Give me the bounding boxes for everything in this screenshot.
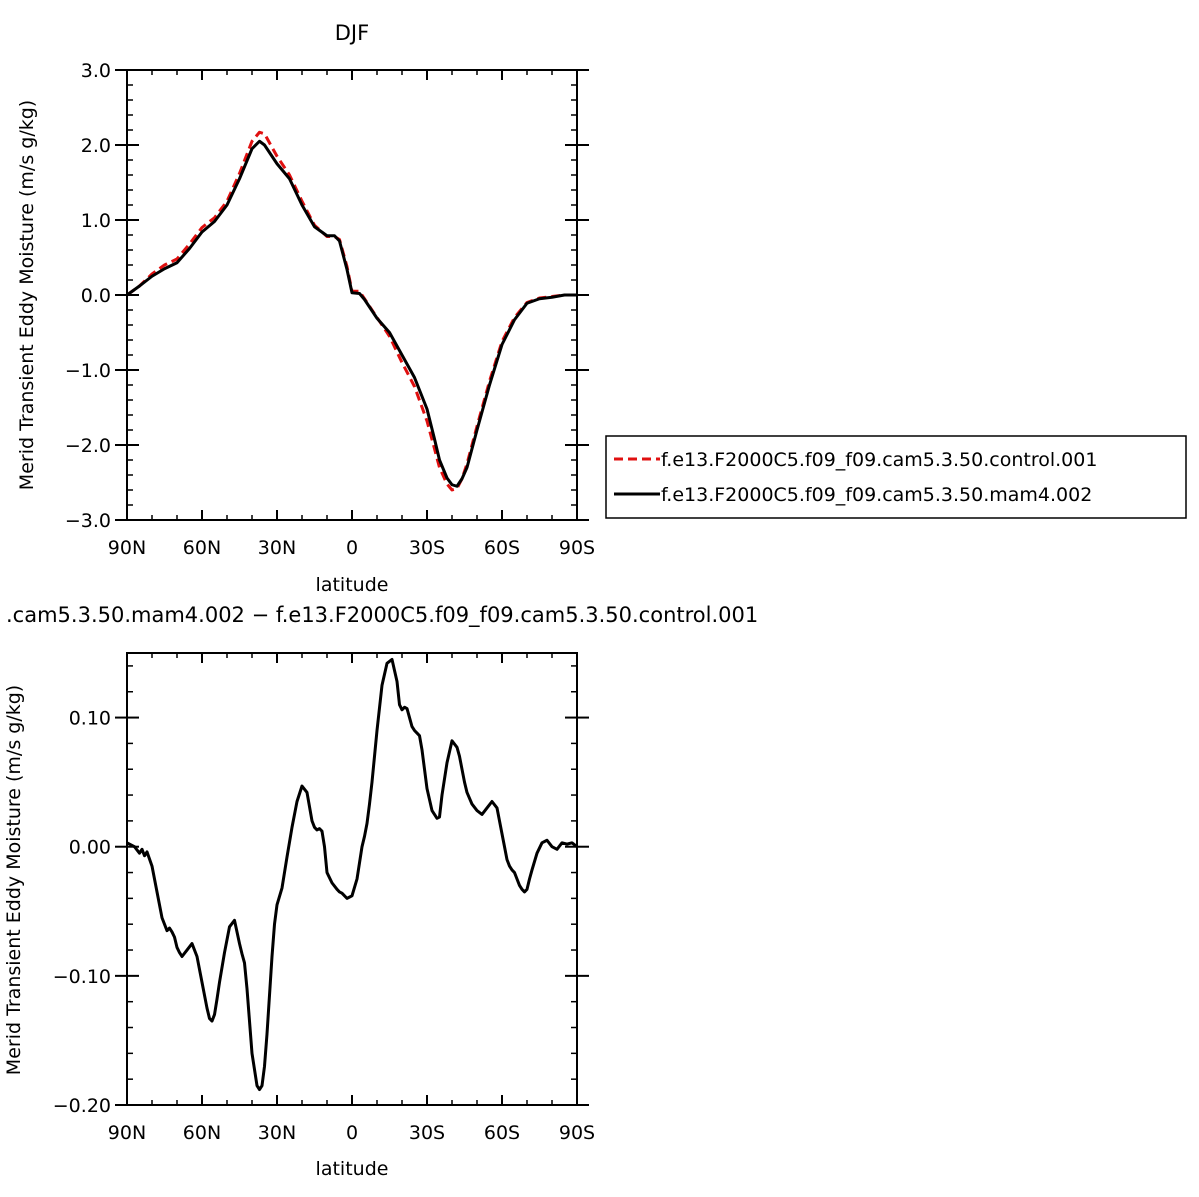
- chart-1-y-tick-label-1: 0.00: [69, 837, 111, 859]
- top-chart: DJF 90N 60N 30N 0 30S 60S 90S 3.0 2.0 1.0 0.0 −1.0 −…: [16, 21, 1187, 596]
- chart-1-y-tick-label-2: −0.10: [53, 966, 111, 988]
- chart-0-x-tick-label-0: 90N: [108, 537, 146, 559]
- chart-0-y-tick-label-2: 1.0: [81, 210, 111, 232]
- legend-box: [605, 435, 1187, 519]
- bottom-chart-title: .cam5.3.50.mam4.002 − f.e13.F2000C5.f09_…: [6, 603, 758, 628]
- legend-label-control: f.e13.F2000C5.f09_f09.cam5.3.50.control.…: [661, 449, 1097, 471]
- chart-0-y-tick-label-6: −3.0: [65, 510, 111, 532]
- chart-0-x-tick-label-2: 30N: [258, 537, 296, 559]
- chart-0-y-tick-label-3: 0.0: [81, 285, 111, 307]
- chart-1-y-tick-label-0: 0.10: [69, 708, 111, 730]
- chart-0-y-tick-label-0: 3.0: [81, 60, 111, 82]
- chart-1-x-tick-label-3: 0: [346, 1122, 358, 1144]
- chart-1-x-tick-label-2: 30N: [258, 1122, 296, 1144]
- bottom-x-axis-title: latitude: [316, 1158, 389, 1180]
- bottom-chart: .cam5.3.50.mam4.002 − f.e13.F2000C5.f09_…: [3, 603, 758, 1180]
- chart-0-y-tick-label-5: −2.0: [65, 435, 111, 457]
- chart-0-x-tick-label-5: 60S: [484, 537, 520, 559]
- chart-0-x-tick-label-3: 0: [346, 537, 358, 559]
- chart-0-x-tick-label-1: 60N: [183, 537, 221, 559]
- chart-0-series-1-line: [126, 139, 577, 488]
- chart-1-x-tick-label-4: 30S: [409, 1122, 445, 1144]
- chart-1-y-tick-label-3: −0.20: [53, 1095, 111, 1117]
- chart-1-x-tick-label-1: 60N: [183, 1122, 221, 1144]
- chart-0-y-tick-label-1: 2.0: [81, 135, 111, 157]
- chart-1-x-tick-label-5: 60S: [484, 1122, 520, 1144]
- chart-0-series-0-line: [126, 130, 577, 492]
- chart-0-y-tick-label-4: −1.0: [65, 360, 111, 382]
- chart-0-x-tick-label-6: 90S: [559, 537, 595, 559]
- chart-1-series-0-line: [126, 657, 578, 1091]
- chart-0-x-tick-label-4: 30S: [409, 537, 445, 559]
- chart-1-x-tick-label-0: 90N: [108, 1122, 146, 1144]
- top-chart-legend: f.e13.F2000C5.f09_f09.cam5.3.50.control.…: [605, 435, 1187, 519]
- chart-1-x-tick-label-6: 90S: [559, 1122, 595, 1144]
- top-y-axis-title: Merid Transient Eddy Moisture (m/s g/kg): [16, 100, 38, 490]
- top-x-axis-title: latitude: [316, 574, 389, 596]
- top-chart-title: DJF: [335, 21, 369, 45]
- top-plot-frame: [126, 69, 578, 521]
- bottom-y-axis-title: Merid Transient Eddy Moisture (m/s g/kg): [3, 685, 25, 1075]
- bottom-plot-frame: [126, 652, 578, 1106]
- legend-label-mam4: f.e13.F2000C5.f09_f09.cam5.3.50.mam4.002: [661, 484, 1092, 506]
